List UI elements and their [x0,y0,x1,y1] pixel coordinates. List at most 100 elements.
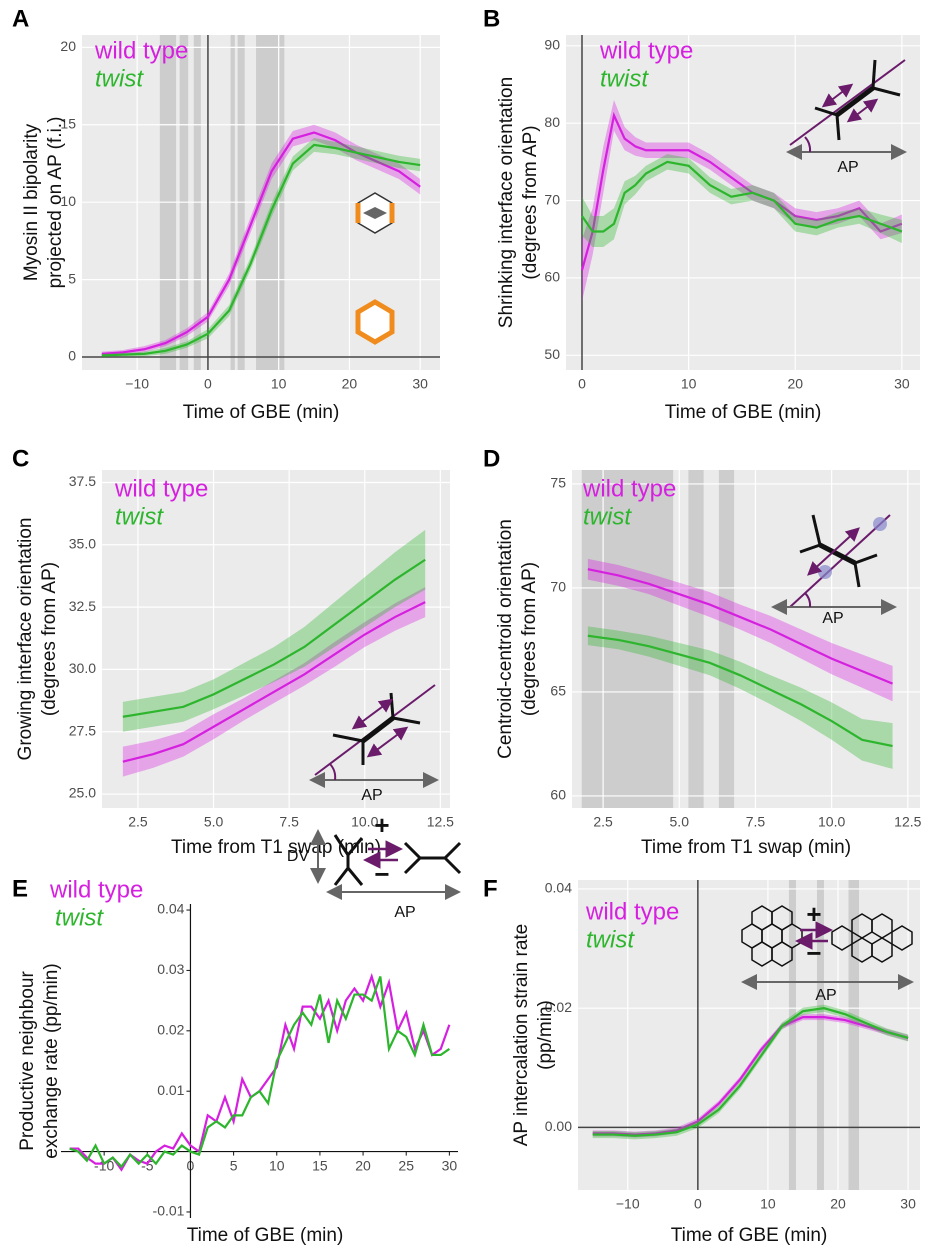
legend-label: wild type [585,898,679,925]
x-tick-label: 20 [355,1157,371,1173]
legend-label: twist [95,65,144,92]
series-line [101,143,421,357]
x-axis-label: Time from T1 swap (min) [641,837,851,858]
y-tick-label: -0.01 [153,1203,185,1219]
x-tick-label: 10 [269,1157,285,1173]
inset-label: AP [815,987,836,1004]
y-tick-label: 15 [60,115,76,131]
series-line [580,111,903,271]
legend-label: wild type [114,475,208,502]
x-tick-label: 2.5 [128,814,148,830]
y-axis-label: Centroid-centroid orientation [495,519,516,759]
y-tick-label: 75 [550,475,566,491]
y-axis-label: AP intercalation strain rate [511,924,532,1147]
error-ribbon [581,154,902,247]
series-line [122,601,426,763]
y-tick-label: 25.0 [69,785,96,801]
inset-symbol: − [374,859,389,889]
y-tick-label: 0.02 [545,999,572,1015]
y-tick-label: 0.02 [157,1022,184,1038]
x-tick-label: −10 [125,376,149,392]
x-tick-label: −10 [616,1196,640,1212]
x-tick-label: 0 [578,376,586,392]
shaded-span [848,880,860,1190]
y-tick-label: 0 [68,348,76,364]
centroid-diagram [771,514,897,615]
legend-label: wild type [94,37,188,64]
x-tick-label: 7.5 [279,814,299,830]
x-tick-label: 2.5 [593,814,613,830]
x-tick-label: 30 [894,376,910,392]
shaded-span [718,470,735,808]
x-tick-label: 25 [398,1157,414,1173]
shaded-span [688,470,704,808]
x-tick-label: -5 [141,1157,154,1173]
y-tick-label: 50 [544,346,560,362]
legend-label: twist [55,904,104,931]
x-tick-label: 12.5 [894,814,921,830]
y-axis-label: (degrees from AP) [39,562,60,716]
shaded-span [788,880,796,1190]
legend-label: wild type [582,475,676,502]
series-line [101,131,421,355]
x-tick-label: 10 [681,376,697,392]
y-tick-label: 0.04 [545,880,572,896]
y-tick-label: 0.00 [545,1118,572,1134]
inset-label: AP [822,610,843,627]
panel-letter: A [12,5,29,32]
legend-label: twist [115,503,164,530]
x-tick-label: 0 [204,376,212,392]
x-tick-label: 10.0 [818,814,845,830]
y-axis-label: exchange rate (pp/min) [41,963,62,1158]
panel: 25.0 27.5 30.0 32.5 35.0 37.5 2.5 5.0 7.5 10.0 12.… [12,445,454,858]
y-tick-label: 35.0 [69,535,96,551]
x-axis-label: Time from T1 swap (min) [171,837,381,858]
panel-letter: D [483,445,500,472]
x-tick-label: 10.0 [351,814,378,830]
x-tick-label: 20 [830,1196,846,1212]
y-tick-label: 60 [544,269,560,285]
x-tick-label: 15 [312,1157,328,1173]
insets: AP AP AP [287,59,914,1004]
x-axis-label: Time of GBE (min) [671,1225,828,1246]
y-tick-label: 80 [544,114,560,130]
legend-label: wild type [599,37,693,64]
x-axis-label: Time of GBE (min) [665,402,822,423]
series-line [69,976,451,1169]
panel: -0.010.010.020.030.04-10-5051015202530wi… [12,875,458,1246]
panel-letter: B [483,5,500,32]
x-tick-label: 0 [694,1196,702,1212]
y-axis-label: (degrees from AP) [520,125,541,279]
hexagon-icon [355,299,395,345]
y-tick-label: 27.5 [69,722,96,738]
series-line [581,160,903,233]
y-tick-label: 70 [550,579,566,595]
inset-symbol: − [806,938,821,968]
junction-diagram [786,59,907,160]
junction-diagram [309,684,439,788]
x-tick-label: 30 [900,1196,916,1212]
legend-label: twist [600,65,649,92]
legend-label: wild type [49,876,143,903]
y-tick-label: 65 [550,683,566,699]
x-axis-label: Time of GBE (min) [187,1225,344,1246]
series-line [587,568,893,685]
y-tick-label: 37.5 [69,473,96,489]
x-tick-label: 5 [230,1157,238,1173]
legend-label: twist [583,503,632,530]
exchange-diagram [310,829,462,900]
y-axis-label: (pp/min) [535,1000,556,1070]
y-tick-label: 5 [68,270,76,286]
x-tick-label: 5.0 [204,814,224,830]
y-axis-label: Myosin II bipolarity [21,123,42,281]
y-tick-label: 10 [60,193,76,209]
y-tick-label: 32.5 [69,598,96,614]
y-tick-label: 0.04 [157,901,184,917]
error-ribbon [587,558,893,702]
shaded-span [581,470,674,808]
inset-symbol: + [374,810,389,840]
y-tick-label: 30.0 [69,660,96,676]
